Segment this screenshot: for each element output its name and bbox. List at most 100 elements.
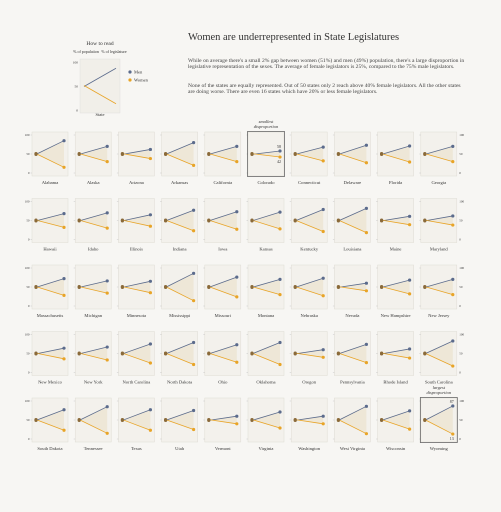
slope-line [338,207,367,222]
start-dot [34,418,38,422]
slope-line [338,344,367,355]
end-dot [364,206,368,210]
slope-line [295,277,324,288]
start-dot [77,152,81,156]
start-dot [293,152,297,156]
end-dot [364,432,368,436]
end-dot [451,144,455,148]
end-dot [192,163,196,167]
end-dot [235,144,239,148]
slope-line [35,278,65,288]
start-dot [293,285,297,289]
y-tick-label: 0 [459,437,461,441]
slope-line [295,219,324,232]
slope-line [35,419,65,431]
end-dot [278,149,282,153]
gap-area [36,409,64,431]
end-dot [62,428,66,432]
slope-line [165,209,194,222]
state-label: Florida [389,180,402,185]
state-label: Delaware [344,180,362,185]
y-tick-label: 100 [25,333,30,337]
gap-area [165,273,194,301]
gap-area [338,145,367,163]
y-tick-label: 50 [459,219,463,223]
state-label: Hawaii [43,247,57,252]
end-dot [62,408,66,412]
gap-area [424,279,453,295]
state-label: Nevada [345,313,359,318]
how-to-read-end: % of legislature [101,49,127,54]
slope-line [381,215,410,222]
end-dot [62,225,66,229]
slope-line [338,405,367,421]
slope-line [35,140,65,155]
slope-line [208,419,237,425]
state-label: Alabama [42,180,59,185]
y-tick-label: 100 [459,266,464,270]
slope-line [424,215,453,222]
gap-area [36,140,64,168]
end-dot [62,165,66,169]
state-label: Maine [390,247,402,252]
state-label: Wyoming [430,446,449,451]
end-dot [364,143,368,147]
end-dot [321,229,325,234]
how-to-read-start: % of population [73,49,99,54]
slope-line [122,409,151,421]
legend-label: Women [134,78,149,83]
start-dot [120,285,124,289]
slope-line [424,153,453,162]
gap-area [295,209,324,232]
gap-area [165,342,194,365]
state-label: New Mexico [38,380,63,385]
end-dot [62,277,66,281]
end-dot [451,293,455,297]
gap-area [252,279,280,295]
gap-area [79,347,108,360]
end-dot [148,213,152,217]
slope-line [208,344,237,355]
state-label: Illinois [130,247,143,252]
slope-line [381,348,410,355]
slope-line [251,411,281,421]
slope-line [251,279,281,288]
gap-area [252,150,280,158]
end-dot [192,362,196,367]
end-dot [148,224,152,228]
slope-line [424,352,453,367]
end-dot [192,271,196,275]
end-dot [148,342,152,346]
end-dot [408,409,412,413]
slope-line [122,419,151,431]
state-label: Montana [258,313,274,318]
state-label: Iowa [218,247,227,252]
paragraph: None of the states are equally represent… [188,83,461,96]
end-dot [105,291,109,295]
slope-line [122,153,151,159]
end-dot [408,223,412,227]
gap-area [295,147,324,161]
slope-line [165,142,194,155]
start-dot [164,351,168,355]
slope-line [165,352,194,365]
end-dot [321,159,325,163]
gap-area [36,348,64,359]
slope-line [122,286,151,294]
state-label: Arkansas [171,180,188,185]
slope-line [295,415,324,421]
gap-area [252,342,280,365]
slope-line [165,272,194,288]
start-dot [336,351,340,355]
end-dot [62,293,66,297]
slope-line [165,286,194,302]
state-label: Maryland [430,247,449,252]
start-dot [207,418,211,422]
example-line [83,85,117,105]
slope-line [295,153,324,162]
state-label: North Carolina [123,380,151,385]
start-dot [423,152,427,156]
end-dot [408,356,412,360]
slope-line [208,415,237,421]
end-dot [278,227,282,231]
